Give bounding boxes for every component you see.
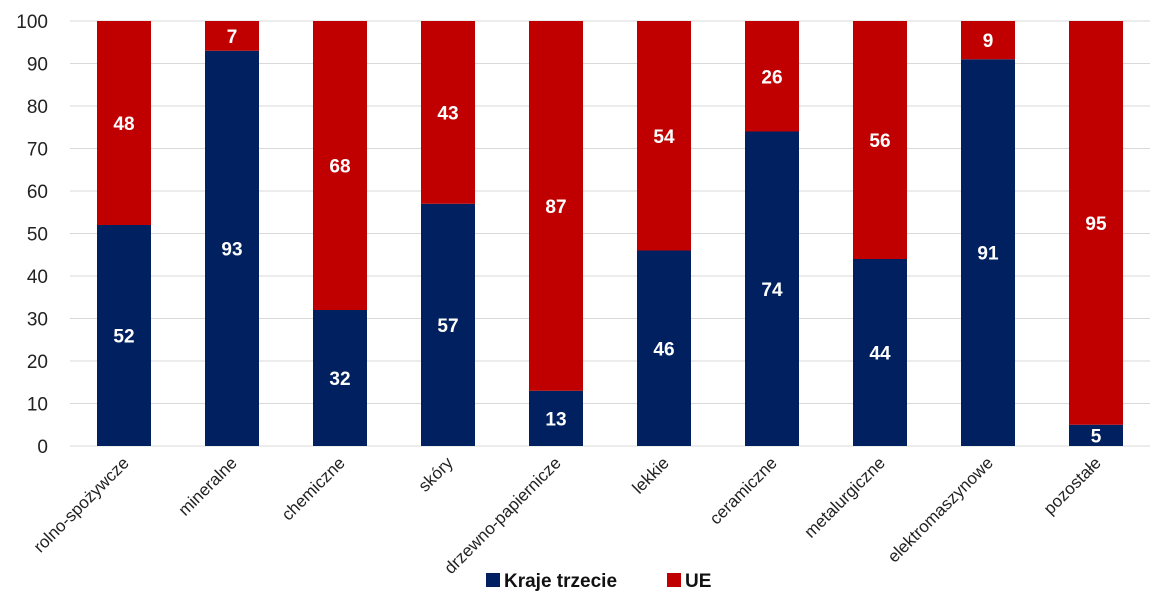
bar-ue [1069,21,1123,425]
bar-ue [97,21,151,225]
y-tick-label: 60 [27,182,48,203]
data-label-kraje-trzecie: 5 [1091,426,1102,447]
x-tick-label: drzewno-papiernicze [440,453,564,577]
y-tick-label: 70 [27,140,48,161]
bar-ue [745,21,799,132]
x-tick-label: chemiczne [278,453,349,524]
data-label-kraje-trzecie: 57 [437,316,458,337]
bar-kraje-trzecie [421,203,475,446]
y-tick-label: 90 [27,55,48,76]
bar-kraje-trzecie [205,50,259,446]
data-label-kraje-trzecie: 52 [113,327,134,348]
data-label-ue: 95 [1085,214,1107,235]
data-label-ue: 87 [545,197,566,218]
bar-kraje-trzecie [1069,424,1123,446]
legend-label: Kraje trzecie [504,571,617,592]
bar-kraje-trzecie [637,250,691,446]
bar-kraje-trzecie [97,225,151,446]
legend-swatch [486,573,500,587]
bar-ue [313,21,367,310]
bar-ue [529,21,583,391]
data-label-ue: 43 [437,103,458,124]
bar-ue [205,21,259,51]
legend: Kraje trzecie UE [486,571,711,592]
y-axis: 0 10 20 30 40 50 60 70 80 90 100 [16,12,48,458]
x-tick-label: pozostałe [1040,453,1105,518]
data-label-kraje-trzecie: 74 [761,280,783,301]
y-tick-label: 50 [27,225,48,246]
data-label-kraje-trzecie: 13 [545,409,566,430]
bar-kraje-trzecie [853,259,907,446]
legend-label: UE [685,571,711,592]
y-tick-label: 0 [37,437,48,458]
x-tick-label: elektromaszynowe [884,453,997,566]
bar-kraje-trzecie [313,310,367,446]
y-tick-label: 10 [27,395,48,416]
data-label-kraje-trzecie: 91 [977,244,999,265]
data-label-ue: 48 [113,114,134,135]
y-tick-label: 40 [27,267,48,288]
data-label-kraje-trzecie: 44 [869,344,891,365]
legend-swatch [667,573,681,587]
data-label-ue: 68 [329,157,350,178]
bar-ue [637,21,691,251]
bars [97,21,1123,446]
x-tick-label: skóry [415,453,458,496]
x-axis: rolno-spożywcze mineralne chemiczne skórydr… [30,453,1105,578]
x-tick-label: mineralne [175,453,241,519]
bar-kraje-trzecie [745,131,799,446]
y-tick-label: 30 [27,310,48,331]
x-tick-label: rolno-spożywcze [30,453,133,556]
bar-kraje-trzecie [529,390,583,446]
y-tick-label: 100 [16,12,48,33]
data-label-ue: 26 [761,67,782,88]
x-tick-label: ceramiczne [706,453,781,528]
bar-ue [961,21,1015,60]
data-label-ue: 56 [869,131,890,152]
x-tick-label: metalurgiczne [801,453,889,541]
data-label-kraje-trzecie: 32 [329,369,350,390]
data-label-ue: 9 [983,31,994,52]
bar-ue [853,21,907,259]
bar-kraje-trzecie [961,59,1015,446]
data-label-ue: 7 [227,27,238,48]
y-tick-label: 80 [27,97,48,118]
data-label-kraje-trzecie: 46 [653,339,674,360]
data-label-kraje-trzecie: 93 [221,239,242,260]
y-tick-label: 20 [27,352,48,373]
bar-ue [421,21,475,204]
data-label-ue: 54 [653,127,675,148]
x-tick-label: lekkie [629,453,673,497]
